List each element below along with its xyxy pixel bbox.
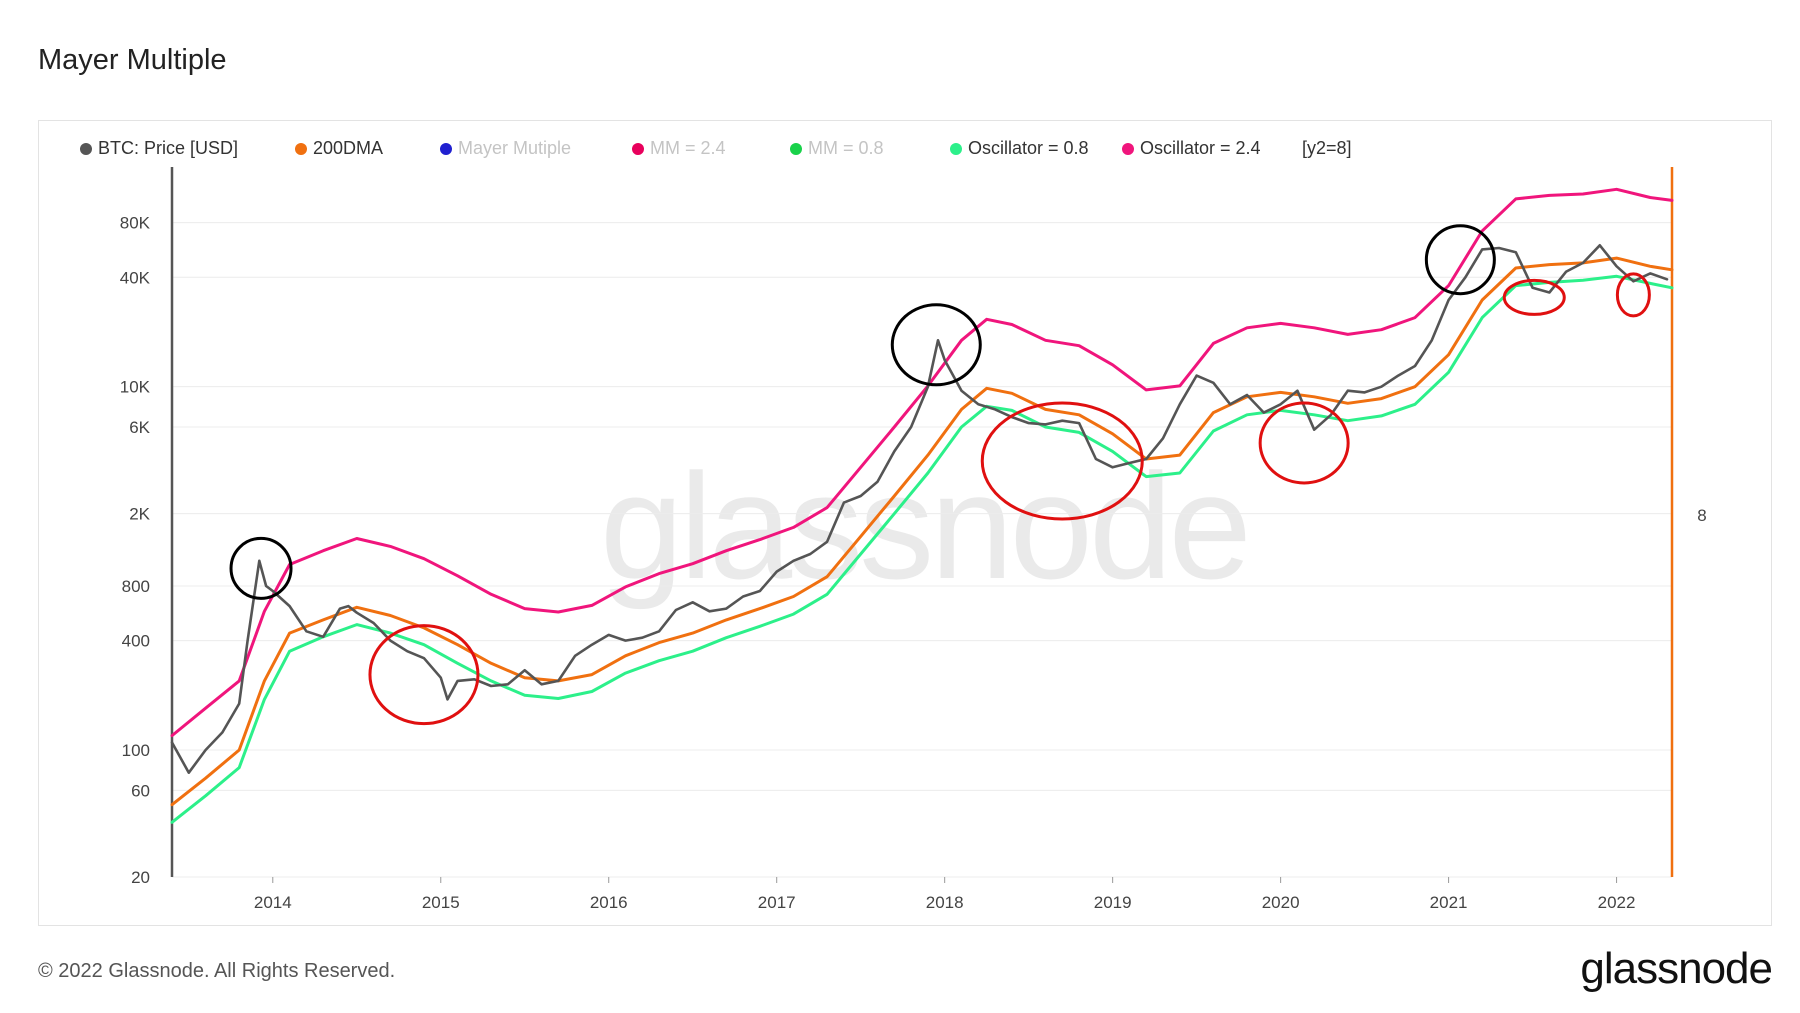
legend-dot-icon <box>950 142 962 155</box>
annotation-circle-red <box>1615 272 1651 318</box>
legend-item-4[interactable]: MM = 0.8 <box>790 138 884 159</box>
annotation-circle-red <box>980 401 1144 521</box>
y-tick-label: 10K <box>120 378 151 397</box>
annotation-circle-red <box>1502 278 1566 316</box>
y-tick-label: 80K <box>120 214 151 233</box>
legend-label: MM = 0.8 <box>808 138 884 158</box>
legend-item-3[interactable]: MM = 2.4 <box>632 138 726 159</box>
y-tick-label: 800 <box>122 577 150 596</box>
legend-label: 200DMA <box>313 138 384 158</box>
legend-label: [y2=8] <box>1302 138 1352 158</box>
annotation-circle-black <box>229 536 293 600</box>
annotation-circle-red <box>1258 401 1350 485</box>
annotation-circle-black <box>890 303 982 387</box>
legend-item-0[interactable]: BTC: Price [USD] <box>80 138 238 159</box>
y-tick-label: 20 <box>131 868 150 887</box>
legend-item-2[interactable]: Mayer Mutiple <box>440 138 571 159</box>
legend-label: Mayer Mutiple <box>458 138 572 158</box>
series-line-oscillator-0-8 <box>170 274 1674 824</box>
x-tick-label: 2016 <box>590 893 628 912</box>
copyright-text: © 2022 Glassnode. All Rights Reserved. <box>38 960 396 982</box>
legend-dot-icon <box>1122 142 1134 155</box>
legend-label: MM = 2.4 <box>650 138 726 158</box>
x-tick-label: 2017 <box>758 893 796 912</box>
annotation-circle-black <box>1424 224 1496 296</box>
legend-dot-icon <box>632 142 644 155</box>
annotation-circle-red <box>368 624 480 726</box>
x-tick-label: 2020 <box>1262 893 1300 912</box>
legend-item-1[interactable]: 200DMA <box>295 138 383 159</box>
legend-item-5[interactable]: Oscillator = 0.8 <box>950 138 1089 159</box>
x-tick-label: 2014 <box>254 893 292 912</box>
brand-logo: glassnode <box>1580 944 1773 993</box>
chart-frame <box>38 120 1772 926</box>
y-tick-label: 60 <box>131 781 150 800</box>
series-line-200dma <box>170 256 1674 807</box>
legend-dot-icon <box>440 142 452 155</box>
x-tick-label: 2022 <box>1598 893 1636 912</box>
x-tick-label: 2015 <box>422 893 460 912</box>
series-line-btc-price-usd- <box>170 244 1669 774</box>
legend-dot-icon <box>295 142 307 155</box>
legend-item-7[interactable]: [y2=8] <box>1302 138 1352 159</box>
y-tick-label: 6K <box>129 418 150 437</box>
y-tick-label: 100 <box>122 741 150 760</box>
y-tick-label: 40K <box>120 268 151 287</box>
y-tick-label: 400 <box>122 632 150 651</box>
legend-label: Oscillator = 0.8 <box>968 138 1089 158</box>
legend-dot-icon <box>80 142 92 155</box>
y2-tick-label: 8 <box>1697 506 1706 525</box>
y-tick-label: 2K <box>129 505 150 524</box>
legend-item-6[interactable]: Oscillator = 2.4 <box>1122 138 1261 159</box>
legend-dot-icon <box>790 142 802 155</box>
x-tick-label: 2021 <box>1430 893 1468 912</box>
x-tick-label: 2019 <box>1094 893 1132 912</box>
x-tick-label: 2018 <box>926 893 964 912</box>
legend-label: BTC: Price [USD] <box>98 138 239 158</box>
legend-label: Oscillator = 2.4 <box>1140 138 1261 158</box>
page-title: Mayer Multiple <box>38 44 227 76</box>
